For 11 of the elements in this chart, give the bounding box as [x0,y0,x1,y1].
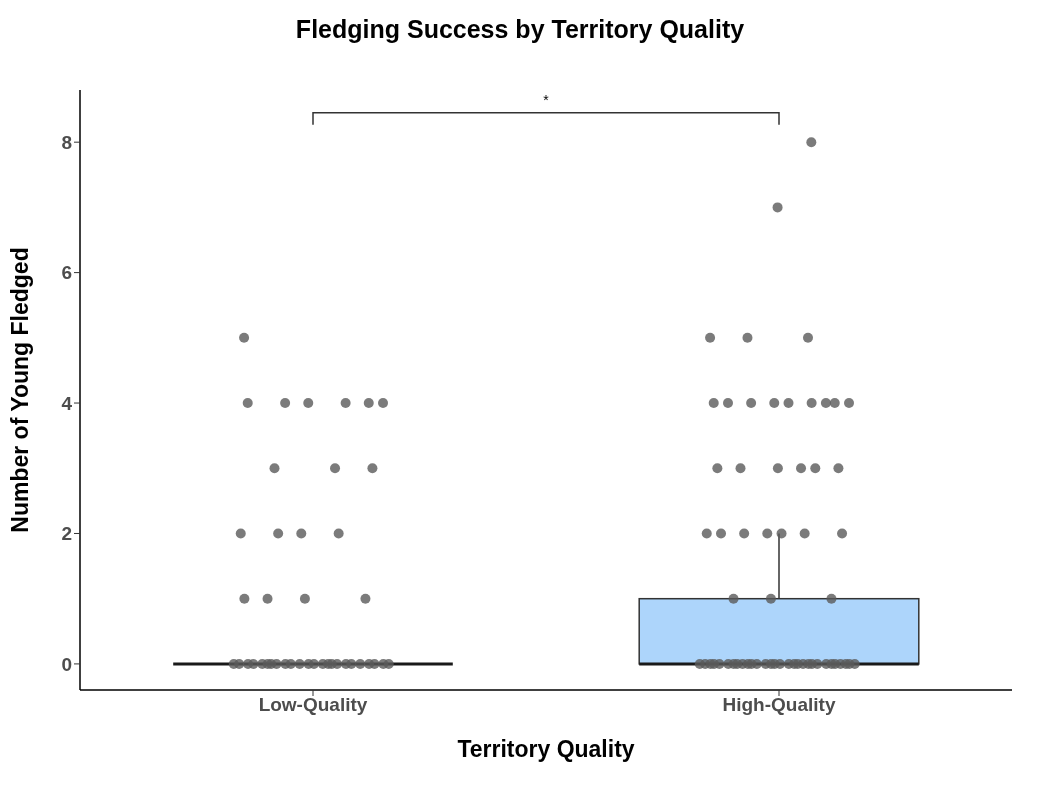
x-tick-label: High-Quality [722,694,836,716]
chart-title: Fledging Success by Territory Quality [294,14,746,45]
annotation: * [543,91,550,108]
y-axis-title: Number of Young Fledged [7,247,34,533]
y-tick-label: 0 [61,653,72,675]
x-axis-title: Territory Quality [457,736,635,762]
x-tick-label: Low-Quality [258,694,368,716]
y-tick-label: 4 [61,392,73,414]
y-tick-label: 2 [61,523,72,545]
y-tick-label: 6 [61,262,72,284]
y-tick-label: 8 [61,131,72,153]
